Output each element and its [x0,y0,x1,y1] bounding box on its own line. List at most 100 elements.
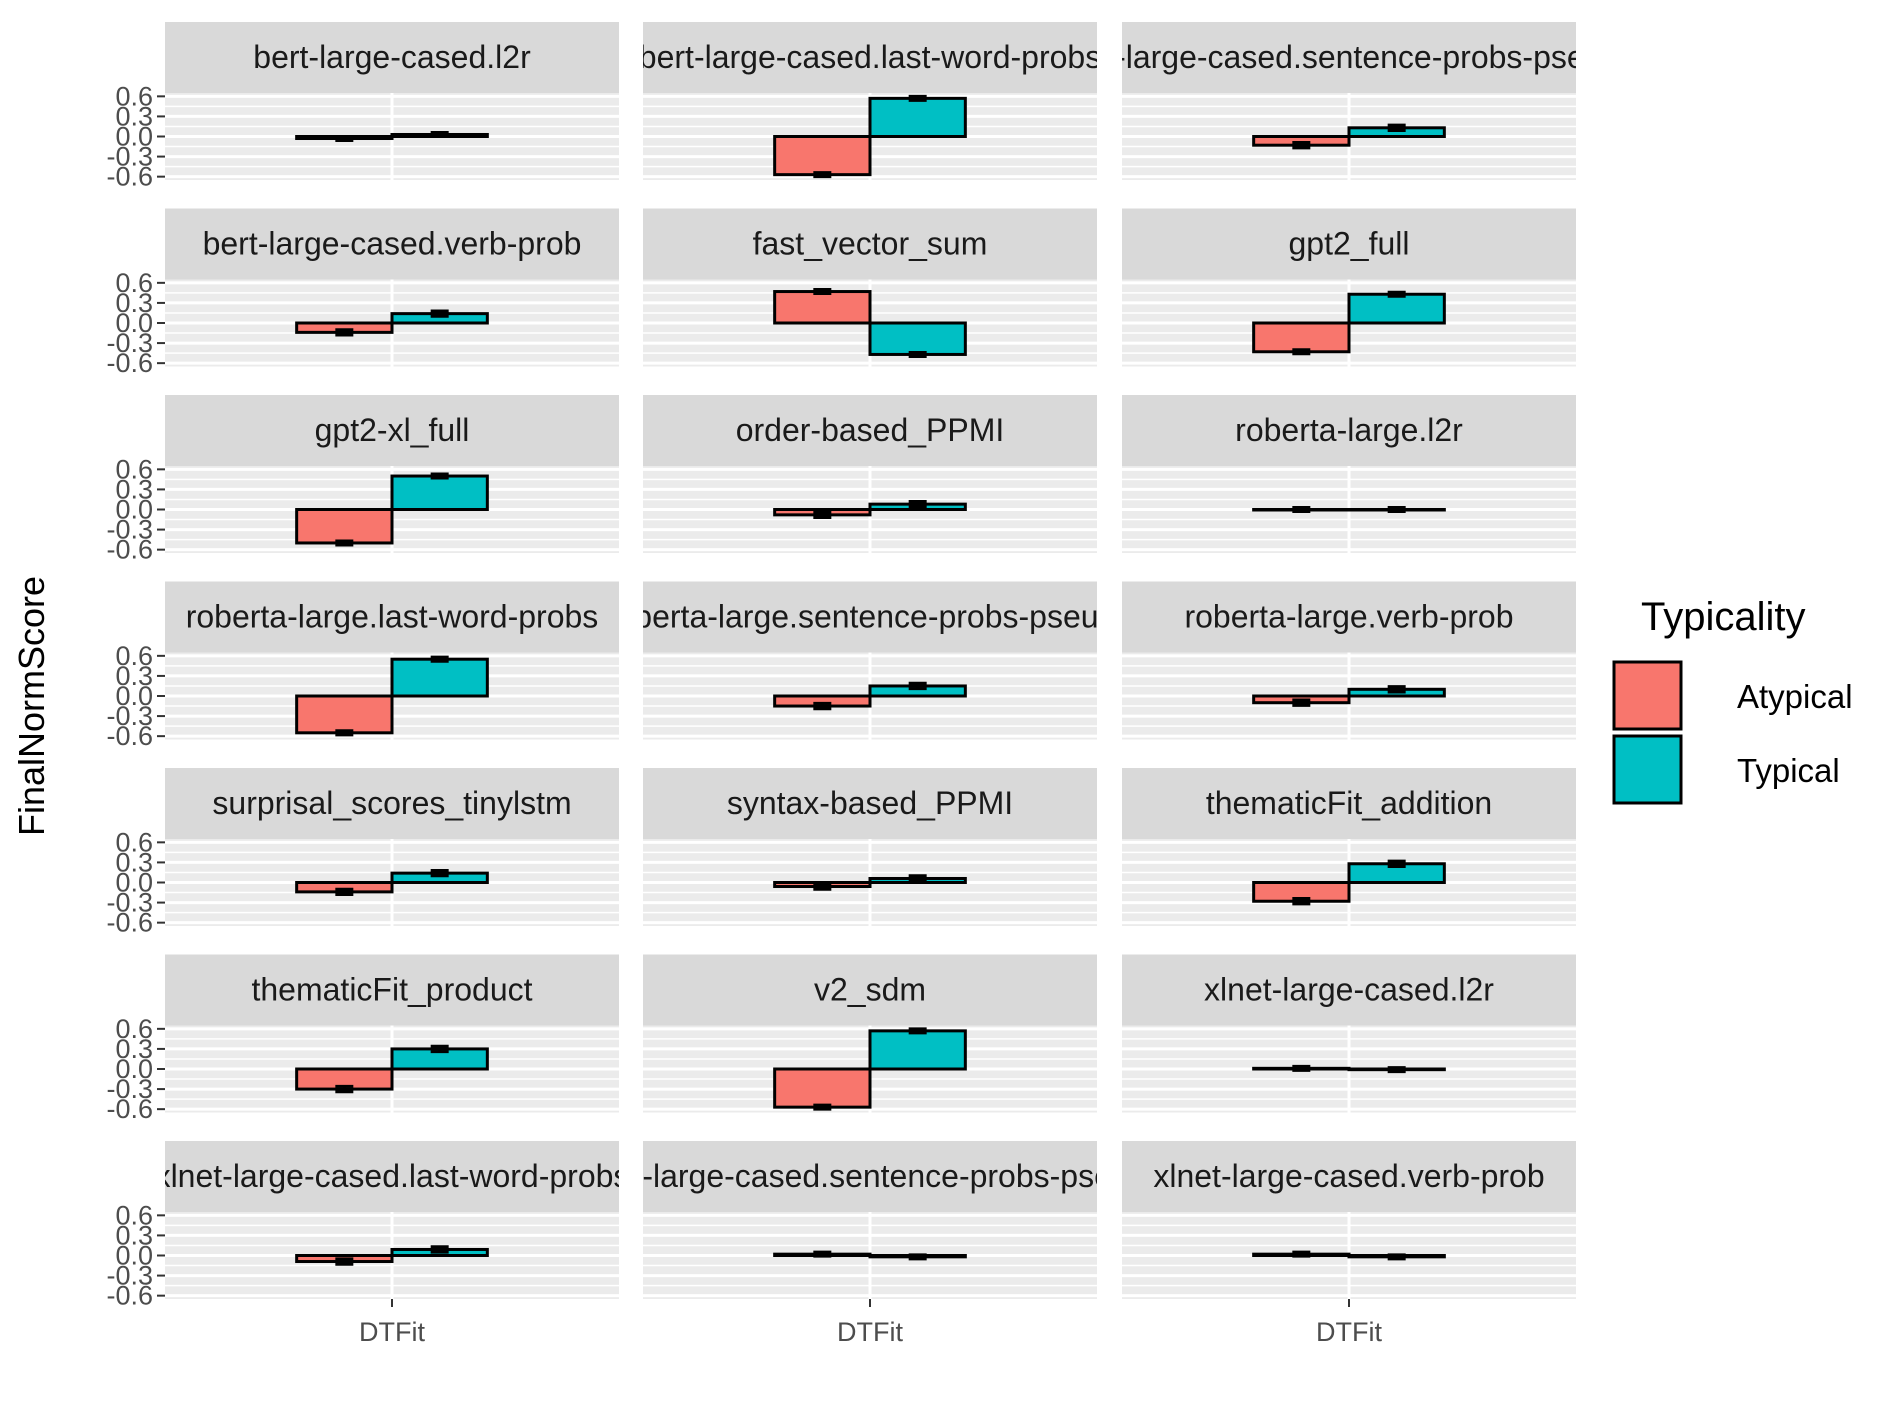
error-bar [1292,698,1311,707]
x-tick-label: DTFit [837,1317,903,1347]
legend: Typicality Atypical Typical [1612,595,1853,805]
y-tick-label: -0.3 [106,328,153,358]
error-bar [430,868,449,878]
error-bar [1292,1250,1311,1258]
y-tick-label: -0.6 [106,348,153,378]
error-bar [1292,505,1311,514]
error-bar [430,309,449,318]
y-tick-label: -0.6 [106,1094,153,1124]
facet-strip [1122,395,1576,466]
error-bar [1387,1066,1406,1074]
y-tick-label: -0.3 [106,888,153,918]
facet-panel: bert-large-cased.verb-prob 0.60.30.0-0.3-… [106,208,619,378]
facet-panel: roberta-large.l2r [1122,395,1576,553]
facet-panel: bert-large-cased.last-word-probs [643,22,1097,180]
bar-typical [868,321,967,356]
bar-atypical [773,135,872,177]
error-bar [1292,348,1311,356]
facet-panel: roberta-large.verb-prob [1122,581,1576,740]
facet-panel: gpt2_full [1122,208,1576,367]
error-bar [1292,897,1311,906]
error-bar [430,130,449,138]
y-tick-label: 0.6 [115,641,153,671]
error-bar [1292,141,1311,150]
facet-panel: roberta-large.last-word-probs0.60.30.0-0… [106,581,619,751]
bar-typical [390,474,489,511]
facet-strip-label: roberta-large.sentence-probs-pseudo [606,599,1134,635]
facet-strip-label: gpt2-xl_full [315,412,470,448]
facet-strip [643,1141,1097,1212]
error-bar [813,288,832,296]
facet-strip [643,954,1097,1026]
error-bar [813,171,832,179]
facet-panel: bert-large-cased.sentence-probs-pseudo [1122,22,1576,180]
y-tick-label: -0.3 [106,515,153,545]
y-tick-label: 0.6 [115,1200,153,1230]
facet-strip-label: xlnet-large-cased.last-word-probs [155,1158,630,1194]
x-tick-label: DTFit [1316,1317,1382,1347]
error-bar [1387,685,1406,694]
error-bar [813,510,832,520]
facet-panel: xlnet-large-cased.verb-prob [1122,1141,1576,1299]
facet-panel: gpt2-xl_full 0.60.30.0-0.3-0.6 [106,395,619,565]
error-bar [335,135,354,143]
facet-strip-label: surprisal_scores_tinylstm [212,785,571,821]
facet-strip [165,395,619,466]
y-tick-label: 0.0 [115,1241,153,1271]
x-tick-label: DTFit [359,1317,425,1347]
facet-strip [165,22,619,93]
facet-panel: order-based_PPMI [643,395,1097,553]
error-bar [908,499,927,509]
bar-typical [1347,292,1446,325]
error-bar [813,882,832,891]
facet-panel: roberta-large.sentence-probs-pseudo [606,581,1134,740]
facet-strip [643,581,1097,653]
y-tick-label: -0.6 [106,1281,153,1311]
error-bar [335,328,354,337]
y-tick-label: -0.6 [106,162,153,192]
y-tick-label: 0.3 [115,101,153,131]
y-tick-label: -0.3 [106,701,153,731]
facet-panel: surprisal_scores_tinylstm 0.60.30.0-0.3-0… [106,768,619,938]
y-axis-title: FinalNormScore [11,576,52,836]
facet-strip [1122,954,1576,1026]
y-tick-label: -0.3 [106,1261,153,1291]
facet-strip [643,22,1097,93]
y-tick-label: 0.0 [115,495,153,525]
facet-strip-label: xlnet-large-cased.l2r [1204,972,1494,1008]
error-bar [430,1245,449,1254]
facet-strip-label: xlnet-large-cased.verb-prob [1153,1158,1544,1194]
legend-title: Typicality [1641,595,1806,639]
legend-label-typical: Typical [1737,752,1840,789]
facet-panel: xlnet-large-cased.last-word-probs0.60.30… [106,1141,630,1311]
error-bar [908,94,927,102]
facet-strip-label: syntax-based_PPMI [727,785,1013,821]
error-bar [1292,1064,1311,1072]
error-bar [335,729,354,737]
bar-atypical [295,508,394,545]
facet-strip-label: v2_sdm [814,972,926,1008]
facet-strip-label: gpt2_full [1289,226,1410,262]
y-tick-label: -0.6 [106,908,153,938]
facet-strip-label: thematicFit_product [251,972,532,1008]
facet-strip [165,954,619,1026]
error-bar [813,701,832,711]
x-axes: DTFit DTFit DTFit [359,1299,1382,1347]
y-tick-label: 0.0 [115,868,153,898]
error-bar [1387,505,1406,514]
bar-typical [868,96,967,138]
error-bar [813,1103,832,1111]
y-tick-label: -0.6 [106,535,153,565]
error-bar [430,1044,449,1054]
y-tick-label: 0.0 [115,122,153,152]
facet-strip [1122,1141,1576,1212]
error-bar [908,681,927,691]
facet-strip [643,395,1097,466]
y-tick-label: 0.6 [115,827,153,857]
facet-strip [643,768,1097,839]
legend-swatch-typical [1612,734,1683,805]
legend-item-atypical: Atypical [1612,660,1853,731]
y-tick-label: 0.3 [115,1220,153,1250]
y-tick-label: 0.3 [115,288,153,318]
